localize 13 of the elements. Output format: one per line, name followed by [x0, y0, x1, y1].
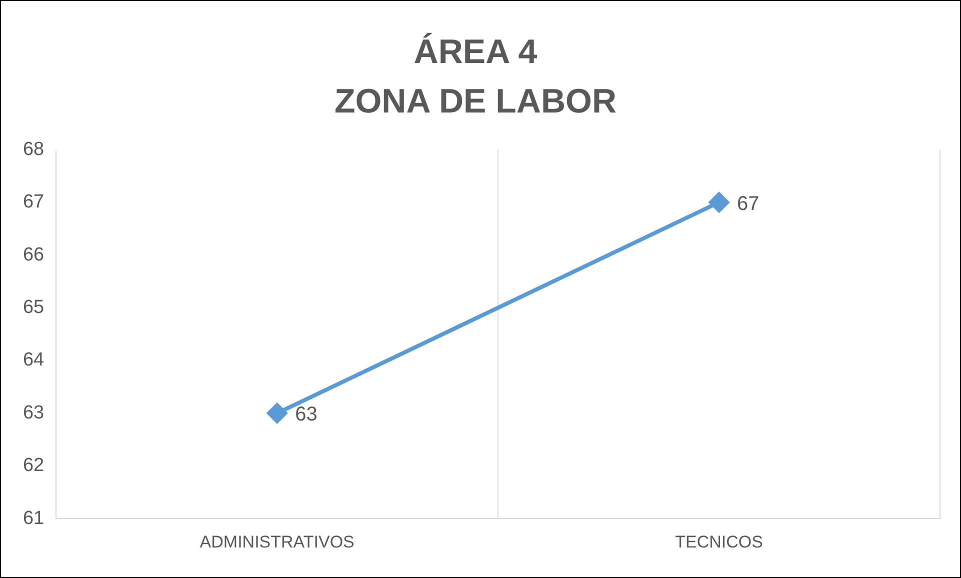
y-tick-label: 66 — [22, 244, 44, 266]
data-label: 63 — [295, 404, 318, 426]
y-tick-label: 68 — [22, 138, 44, 160]
y-tick-label: 62 — [22, 455, 44, 476]
y-tick-label: 67 — [22, 192, 44, 213]
x-tick-label: TECNICOS — [675, 532, 763, 552]
y-tick-label: 65 — [22, 296, 44, 318]
chart-title: ÁREA 4 ZONA DE LABOR — [334, 32, 617, 120]
y-tick-label: 64 — [22, 350, 45, 371]
x-tick-label: ADMINISTRATIVOS — [200, 532, 354, 552]
data-label: 67 — [737, 192, 760, 215]
y-tick-label: 61 — [22, 508, 44, 529]
y-tick-label: 63 — [22, 402, 44, 424]
